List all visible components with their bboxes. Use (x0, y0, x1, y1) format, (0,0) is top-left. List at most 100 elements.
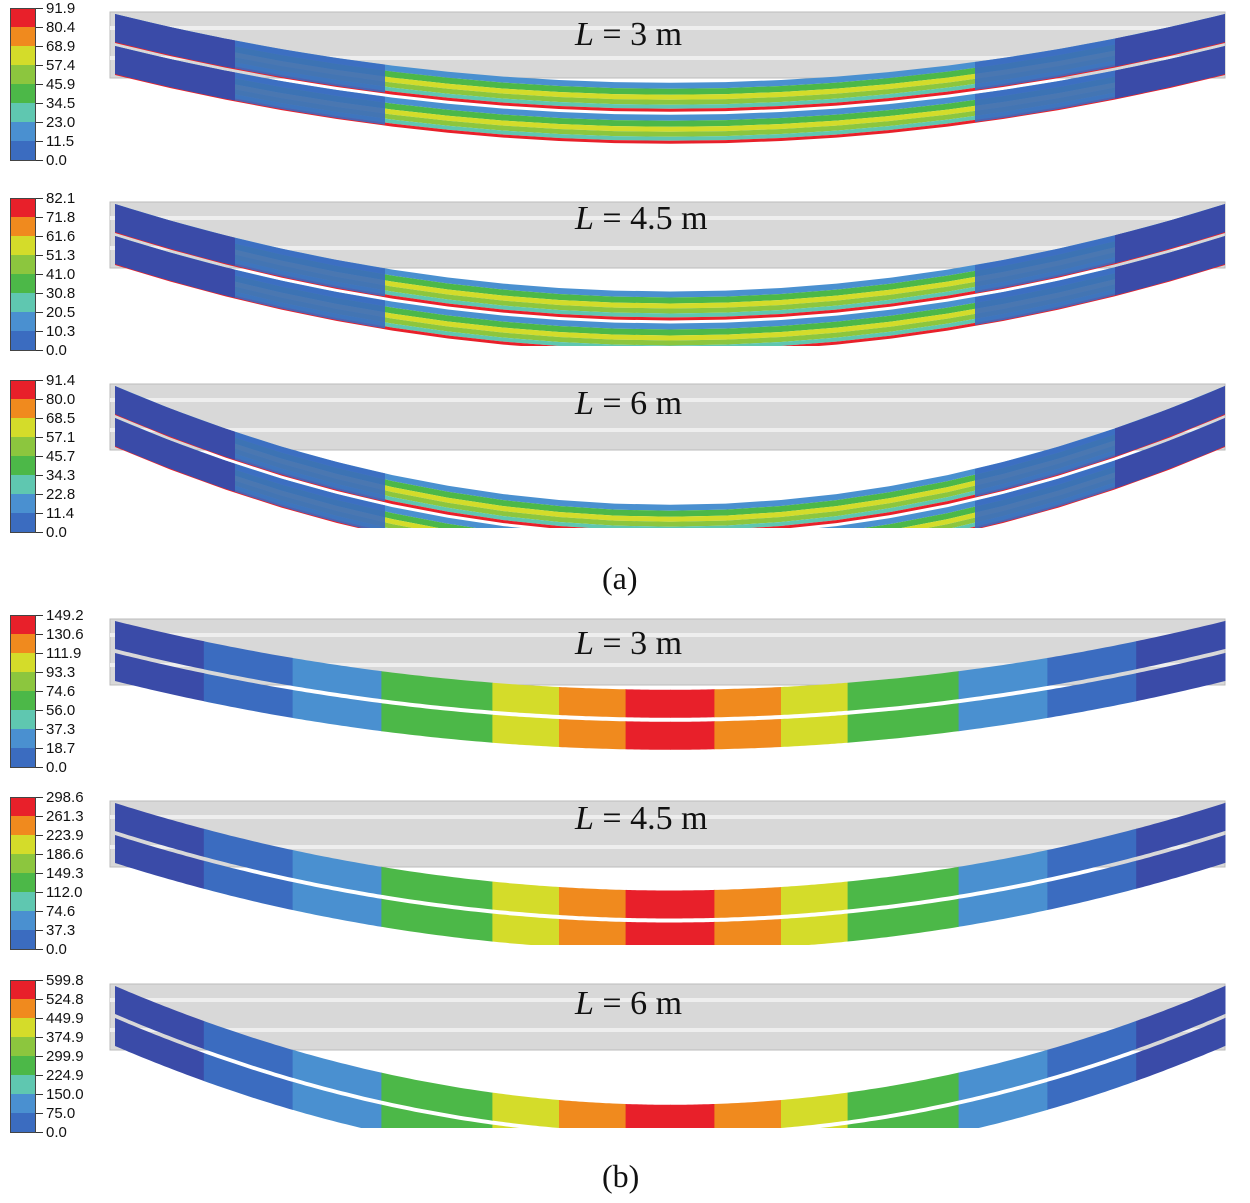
legend-swatch (10, 475, 36, 494)
legend-tick (36, 748, 43, 749)
beam-end-region (115, 386, 235, 460)
span-length-label: L = 3 m (575, 16, 682, 54)
legend-tick (36, 930, 43, 931)
beam-band-segment (1136, 1017, 1226, 1081)
legend-tick (36, 873, 43, 874)
legend-tick (36, 710, 43, 711)
beam-band-segment (625, 1104, 671, 1128)
undeformed-beam (109, 983, 1226, 1051)
beam-band-segment (714, 719, 782, 750)
legend-value: 149.3 (46, 865, 84, 882)
legend-tick (36, 8, 43, 9)
beam-band-segment (847, 703, 960, 743)
beam-band-segment (958, 657, 1048, 700)
beam-band-segment (1047, 641, 1137, 686)
legend-swatch (10, 141, 36, 160)
beam-end-region (115, 14, 235, 69)
span-length-label: L = 4.5 m (575, 200, 708, 238)
legend-swatch (10, 748, 36, 767)
span-value: = 6 m (593, 985, 683, 1022)
beam-stress-stripe (115, 258, 1225, 346)
beam-stress-stripe (115, 36, 1225, 109)
legend-value: 45.9 (46, 76, 76, 93)
legend-tick (36, 1113, 43, 1114)
beam-band-segment (381, 671, 493, 711)
beam-stress-stripe (115, 68, 1225, 141)
beam-band-segment (203, 860, 294, 911)
legend-tick (36, 691, 43, 692)
beam-band-segment (714, 887, 782, 918)
beam-band-segment (847, 671, 960, 711)
legend-border (10, 797, 36, 798)
span-length-label: L = 6 m (575, 385, 682, 423)
beam-end-region (115, 236, 235, 298)
legend-value: 11.5 (46, 133, 75, 150)
legend-border (10, 1132, 36, 1133)
legend-value: 0.0 (46, 1124, 67, 1141)
beam-band-segment (958, 1081, 1048, 1128)
beam-band-segment (625, 921, 671, 945)
beam-end-region (1115, 14, 1225, 67)
beam-stress-stripe (115, 248, 1225, 341)
legend-swatch (10, 873, 36, 892)
legend-tick (36, 198, 43, 199)
beam-band-segment (625, 721, 671, 750)
beam-band-segment (381, 1072, 493, 1121)
beam-stress-stripe (115, 216, 1225, 309)
legend-swatch (10, 418, 36, 437)
legend-tick (36, 350, 43, 351)
legend-tick (36, 816, 43, 817)
legend-tick (36, 729, 43, 730)
legend-swatch (10, 46, 36, 65)
legend-tick (36, 141, 43, 142)
span-variable: L (575, 200, 594, 237)
legend-swatch (10, 1113, 36, 1132)
legend-swatch (10, 437, 36, 456)
beam-band-segment (958, 1049, 1048, 1101)
beam-band-segment (670, 721, 715, 750)
beam-band-segment (1047, 1020, 1137, 1078)
legend-swatch (10, 380, 36, 399)
beam-deformation-plot (109, 800, 1226, 945)
legend-border (10, 949, 36, 950)
legend-value: 186.6 (46, 846, 84, 863)
legend-swatch (10, 854, 36, 873)
legend-swatch (10, 930, 36, 949)
beam-band-segment (958, 849, 1048, 895)
legend-tick (36, 672, 43, 673)
legend-swatch (10, 835, 36, 854)
legend-swatch (10, 797, 36, 816)
beam-stress-stripe (115, 58, 1225, 132)
beam-band-segment (625, 689, 671, 718)
beam-stress-stripe (115, 408, 1225, 528)
beam-band-segment (1136, 985, 1226, 1049)
span-value: = 4.5 m (593, 800, 708, 837)
legend-value: 34.5 (46, 95, 76, 112)
span-variable: L (575, 985, 594, 1022)
legend-border (10, 160, 36, 161)
beam-band-segment (670, 921, 715, 945)
beam-stress-stripe (115, 63, 1225, 137)
legend-tick (36, 380, 43, 381)
beam-band-segment (492, 1124, 520, 1128)
undeformed-beam (109, 383, 1226, 451)
legend-tick (36, 293, 43, 294)
legend-tick (36, 399, 43, 400)
legend-value: 0.0 (46, 342, 67, 359)
beam-band-segment (781, 881, 849, 915)
legend-tick (36, 122, 43, 123)
legend-swatch (10, 293, 36, 312)
beam-band-segment (714, 1100, 782, 1128)
legend-value: 0.0 (46, 759, 67, 776)
beam-stress-stripe (115, 242, 1225, 336)
legend-swatch (10, 103, 36, 122)
legend-swatch (10, 1094, 36, 1113)
beam-stress-stripe (115, 20, 1225, 95)
beam-band-segment (559, 687, 627, 718)
legend-tick (36, 494, 43, 495)
legend-border (10, 532, 36, 533)
beam-band-segment (203, 1021, 294, 1078)
beam-band-segment (203, 828, 294, 879)
beam-band-segment (492, 682, 560, 715)
legend-value: 80.4 (46, 19, 76, 36)
